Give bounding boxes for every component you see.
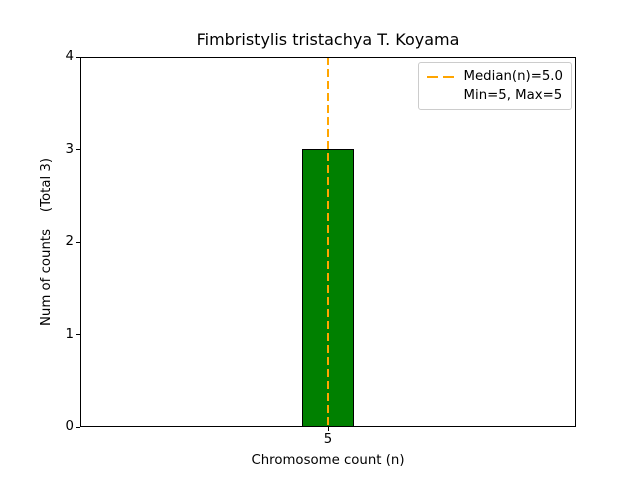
legend-label-median: Median(n)=5.0: [463, 69, 563, 84]
y-tick-mark: [76, 56, 80, 58]
x-axis-label: Chromosome count (n): [251, 453, 405, 468]
y-tick-mark: [76, 241, 80, 243]
legend-entry-median: Median(n)=5.0: [426, 67, 563, 86]
x-tick-label: 5: [323, 432, 333, 447]
y-tick-mark: [76, 334, 80, 335]
legend-empty-swatch: [427, 95, 454, 97]
y-tick-label: 3: [65, 141, 74, 157]
plot-area: Median(n)=5.0 Min=5, Max=5: [76, 56, 576, 431]
y-tick-mark: [76, 149, 80, 150]
legend-entry-minmax: Min=5, Max=5: [427, 86, 563, 105]
y-tick-label: 0: [65, 419, 74, 434]
x-tick-mark: [327, 427, 329, 431]
y-tick-label: 4: [65, 49, 74, 64]
median-line: [327, 57, 329, 427]
legend-label-minmax: Min=5, Max=5: [463, 88, 563, 103]
legend-dash-swatch: [426, 75, 454, 78]
chart-title: Fimbristylis tristachya T. Koyama: [196, 30, 460, 49]
y-tick-mark: [76, 426, 80, 428]
legend: Median(n)=5.0 Min=5, Max=5: [417, 62, 572, 110]
y-tick-label: 2: [65, 234, 74, 249]
y-tick-label: 1: [65, 326, 74, 342]
